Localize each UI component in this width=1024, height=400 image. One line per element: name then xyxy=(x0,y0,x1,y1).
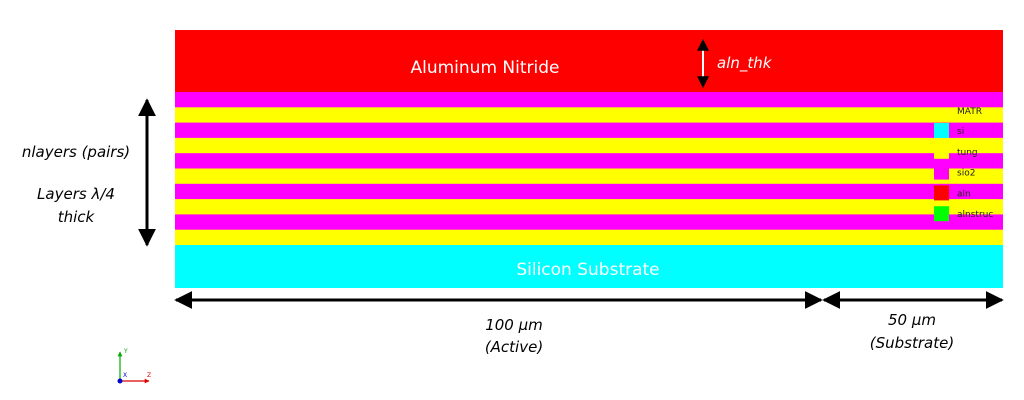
layer-stripe xyxy=(175,214,1003,230)
legend-swatch xyxy=(934,164,949,180)
axis-label: X xyxy=(123,372,127,379)
aln-label: Aluminum Nitride xyxy=(411,58,560,78)
layer-stripe xyxy=(175,92,1003,108)
active-label: (Active) xyxy=(485,338,543,356)
thickness-label: Layers λ/4 xyxy=(37,185,115,203)
legend: MATR si tung sio2 aln alnstruc xyxy=(934,107,993,222)
bragg-layers xyxy=(175,92,1003,246)
legend-title: MATR xyxy=(957,107,982,117)
layer-stripe xyxy=(175,229,1003,246)
thickness-label: thick xyxy=(58,208,96,226)
layer-stripe xyxy=(175,183,1003,200)
legend-swatch xyxy=(934,123,949,138)
layer-stripe xyxy=(175,168,1003,185)
legend-label: alnstruc xyxy=(957,210,993,220)
x-axis xyxy=(117,378,123,384)
legend-swatch xyxy=(934,206,949,222)
layer-stripe xyxy=(175,107,1003,123)
legend-label: sio2 xyxy=(957,169,975,179)
layer-stripe xyxy=(175,199,1003,215)
layer-stripe xyxy=(175,137,1003,154)
legend-swatch xyxy=(934,185,949,201)
legend-label: si xyxy=(957,127,964,137)
legend-label: aln xyxy=(957,189,971,199)
active-label: 100 µm xyxy=(485,316,543,334)
layer-stripe xyxy=(175,122,1003,139)
aln-layer xyxy=(175,30,1003,92)
legend-swatch xyxy=(934,143,949,159)
thk-label: aln_thk xyxy=(717,54,773,73)
layer-stripe xyxy=(175,153,1003,169)
nlayers-label: nlayers (pairs) xyxy=(22,143,130,161)
si-layer xyxy=(175,245,1003,288)
substrate-label: (Substrate) xyxy=(870,334,954,352)
substrate-label: 50 µm xyxy=(888,311,936,329)
axis-label: Z xyxy=(147,372,151,379)
legend-label: tung xyxy=(957,148,978,158)
si-label: Silicon Substrate xyxy=(516,260,659,280)
axis-triad: Y Z X xyxy=(117,348,151,384)
stack: Aluminum Nitride Silicon Substrate xyxy=(175,30,1003,288)
axis-label: Y xyxy=(123,348,128,355)
